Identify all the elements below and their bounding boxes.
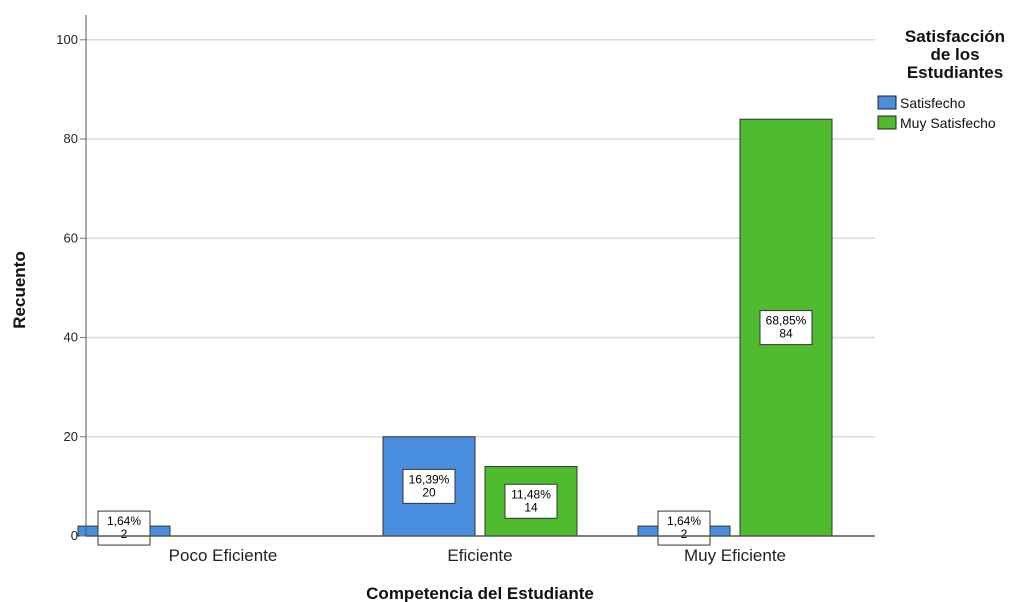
- data-label-percent: 68,85%: [766, 314, 807, 328]
- legend-title-line-3: Estudiantes: [907, 63, 1003, 82]
- data-label-box: [402, 468, 456, 504]
- data-label-count: 2: [121, 527, 128, 541]
- x-tick-label: Poco Eficiente: [169, 546, 278, 565]
- y-tick-label: 40: [64, 330, 78, 345]
- x-tick-label: Eficiente: [447, 546, 512, 565]
- data-label-box: [504, 483, 558, 519]
- data-label-count: 2: [681, 527, 688, 541]
- data-label-percent: 1,64%: [667, 514, 701, 528]
- legend-swatch-muy-satisfecho: [877, 115, 897, 130]
- legend-label: Satisfecho: [900, 95, 966, 111]
- data-label-box: [759, 310, 813, 346]
- y-axis-title: Recuento: [10, 251, 29, 328]
- data-label-percent: 16,39%: [409, 472, 450, 486]
- axes: 0 20 40 60 80 100 Poco Eficiente Eficiente Muy E…: [56, 15, 875, 565]
- data-label: 11,48%14: [504, 483, 558, 519]
- data-label-count: 84: [779, 327, 793, 341]
- y-tick-label: 100: [56, 32, 78, 47]
- data-label-percent: 11,48%: [511, 487, 551, 501]
- data-label-percent: 1,64%: [107, 514, 141, 528]
- data-label-count: 20: [422, 485, 436, 499]
- x-tick-label: Muy Eficiente: [684, 546, 786, 565]
- legend-label: Muy Satisfecho: [900, 115, 996, 131]
- data-label-box: [657, 510, 711, 546]
- data-label: 68,85%84: [759, 310, 813, 346]
- y-tick-label: 20: [64, 429, 78, 444]
- y-tick-label: 80: [64, 131, 78, 146]
- legend-title-line-2: de los: [930, 45, 979, 64]
- data-label: 1,64%2: [657, 510, 711, 546]
- x-axis-title: Competencia del Estudiante: [366, 584, 594, 602]
- data-label-count: 14: [524, 500, 538, 514]
- y-tick-label: 60: [64, 230, 78, 245]
- data-label: 1,64%2: [97, 510, 151, 546]
- data-label: 16,39%20: [402, 468, 456, 504]
- data-labels: 1,64%216,39%20 11,48%141,64%268,85%84: [97, 310, 813, 546]
- data-label-box: [97, 510, 151, 546]
- legend: Satisfacción de los Estudiantes Satisfec…: [877, 27, 1005, 131]
- y-tick-label: 0: [71, 528, 78, 543]
- legend-title-line-1: Satisfacción: [905, 27, 1005, 46]
- legend-swatch-satisfecho: [877, 95, 897, 110]
